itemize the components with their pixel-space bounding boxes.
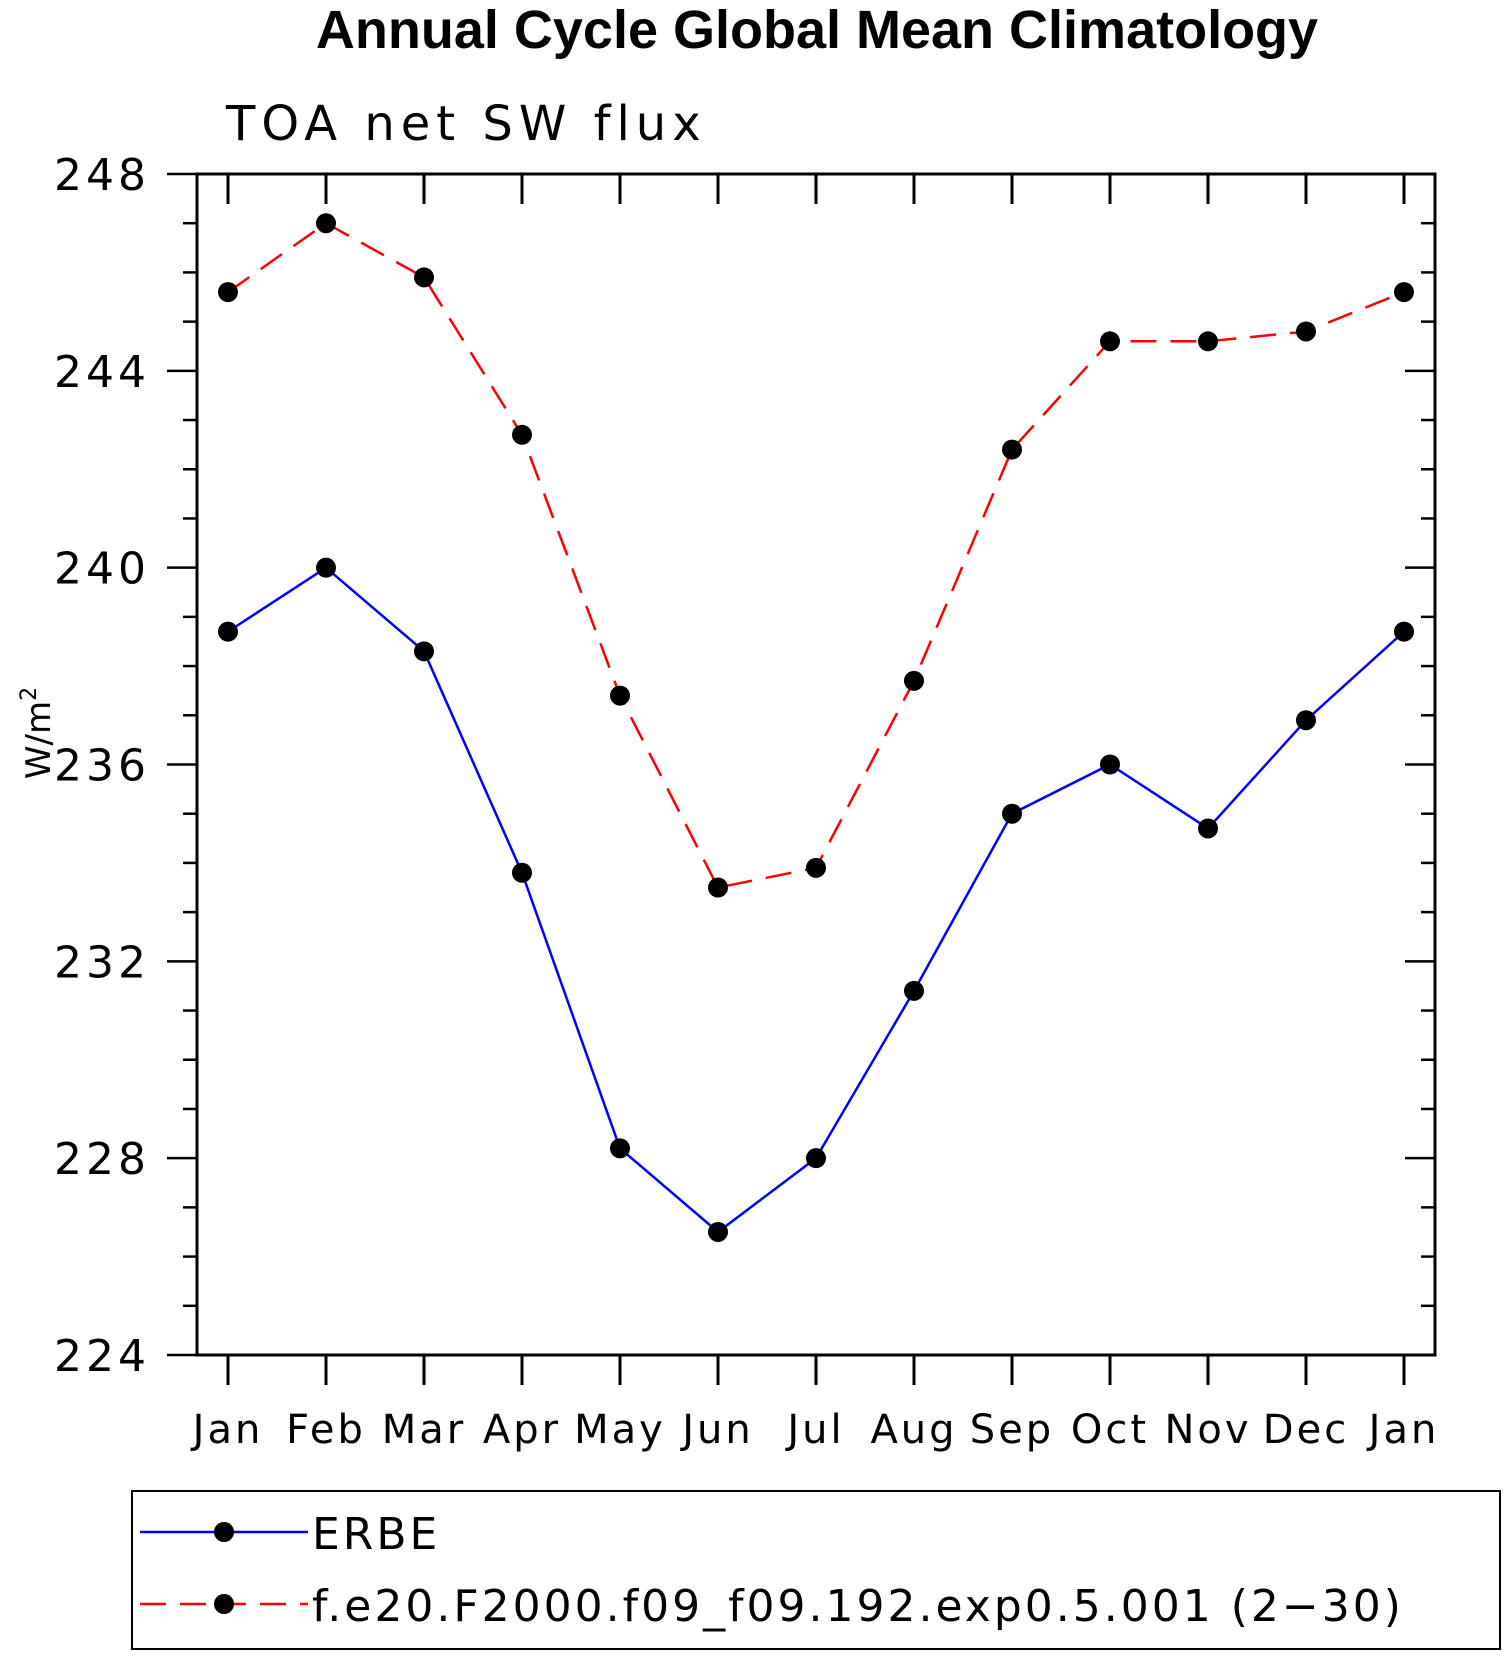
series-marker [806,857,826,878]
legend-label: f.e20.F2000.f09_f09.192.exp0.5.001 (2−30… [312,1581,1404,1632]
series-line [227,566,1405,1234]
y-tick-label: 224 [54,1331,150,1382]
svg-text:W/m2: W/m2 [17,687,59,779]
series-marker [1100,754,1120,775]
y-axis-label-superscript: 2 [17,687,42,701]
series-marker [316,557,336,578]
y-axis-label: W/m [19,701,59,779]
x-tick-label: Mar [382,1407,466,1453]
x-tick-label: Nov [1164,1407,1251,1453]
series-marker [1002,439,1022,460]
x-tick-label: Sep [970,1407,1054,1453]
series-marker [512,862,532,883]
series-marker [904,980,924,1001]
x-tick-label: Jun [679,1407,754,1453]
x-tick-label: Jan [190,1407,264,1453]
x-tick-label: Jan [1366,1407,1440,1453]
x-tick-label: Aug [870,1407,957,1453]
x-tick-label: Apr [483,1407,561,1453]
y-tick-label: 232 [54,937,150,988]
y-tick-label: 228 [54,1134,150,1185]
y-tick-label: 248 [54,150,150,201]
x-tick-label: Dec [1263,1407,1349,1453]
series-marker [218,621,238,642]
series-marker [1296,321,1316,342]
legend-label: ERBE [312,1509,440,1560]
x-tick-label: Feb [286,1407,366,1453]
series-marker [1002,803,1022,824]
series-marker [414,641,434,662]
y-tick-label: 244 [54,347,150,398]
legend-marker [214,1594,234,1614]
series-marker [1394,621,1414,642]
series-marker [1198,331,1218,352]
legend: ERBE f.e20.F2000.f09_f09.192.exp0.5.001 (… [140,1509,1404,1632]
x-tick-label: Jul [784,1407,844,1453]
series-marker [414,267,434,288]
series-marker [316,213,336,234]
x-tick-label: May [574,1407,666,1453]
series-layer [218,213,1414,1242]
series-marker [218,282,238,303]
chart-subtitle: TOA net SW flux [225,96,707,152]
plot-frame [195,172,1437,1357]
x-tick-label: Oct [1071,1407,1149,1453]
series-marker [1198,818,1218,839]
series-marker [1296,710,1316,731]
series-marker [708,877,728,898]
series-marker [610,685,630,706]
axis-ticks [167,172,1435,1385]
y-axis-label-group: W/m2 [17,687,59,779]
series-marker [610,1138,630,1159]
legend-marker [214,1522,234,1542]
y-tick-label: 236 [54,741,150,792]
series-marker [512,424,532,445]
series-marker [1100,331,1120,352]
y-tick-label: 240 [54,544,150,595]
series-line [227,221,1405,889]
series-marker [806,1148,826,1169]
series-marker [708,1221,728,1242]
tick-labels: Jan Feb Mar Apr May Jun Jul Aug Sep Oct Nov Dec Jan 2… [54,150,1440,1453]
chart-title: Annual Cycle Global Mean Climatology [316,0,1318,60]
legend-box [131,1490,1501,1650]
series-marker [904,670,924,691]
series-marker [1394,282,1414,303]
